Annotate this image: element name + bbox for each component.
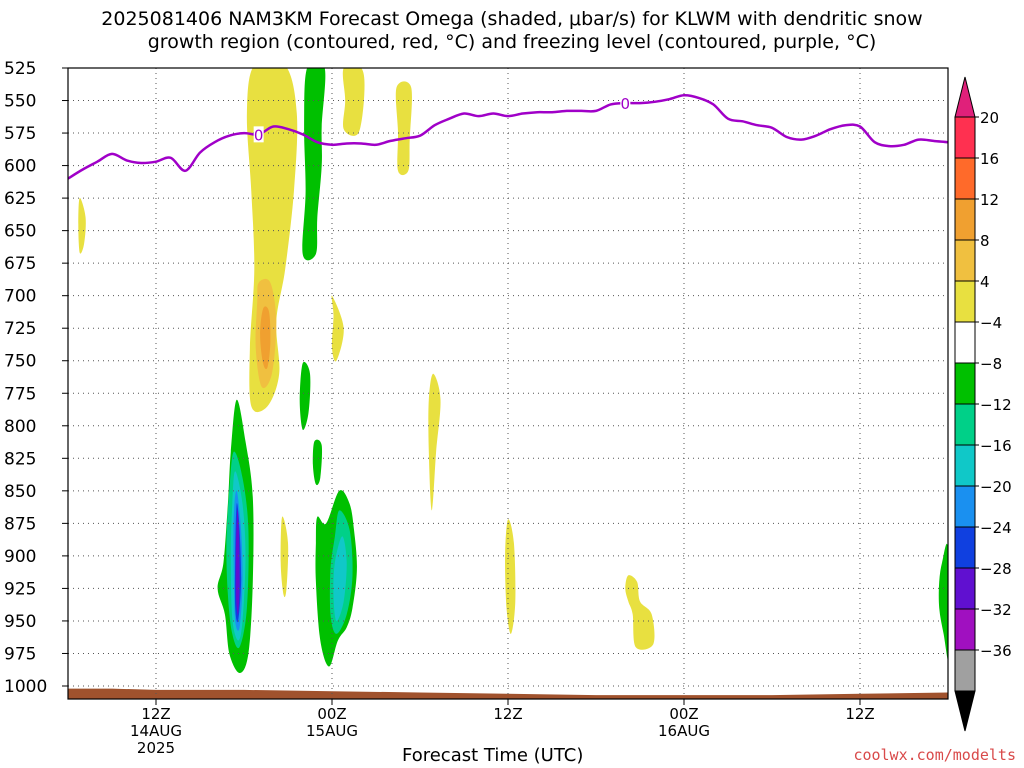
colorbar-label-7: −12 bbox=[980, 396, 1012, 414]
y-tick-label-525: 525 bbox=[4, 59, 36, 79]
plot-inner: 00 bbox=[68, 68, 948, 699]
x-axis-label: Forecast Time (UTC) bbox=[402, 745, 584, 766]
colorbar-segment-6 bbox=[954, 362, 976, 405]
omega-region-20 bbox=[333, 536, 347, 621]
y-tick-label-600: 600 bbox=[4, 157, 36, 177]
omega-region-2 bbox=[260, 306, 271, 370]
y-tick-label-700: 700 bbox=[4, 287, 36, 307]
y-tick-label-875: 875 bbox=[4, 514, 36, 534]
colorbar-label-6: −8 bbox=[980, 355, 1002, 373]
omega-region-6 bbox=[302, 68, 326, 261]
omega-region-4 bbox=[395, 81, 412, 176]
x-tick-label-6-1: 14AUG bbox=[130, 722, 182, 740]
y-tick-label-950: 950 bbox=[4, 612, 36, 632]
colorbar-bottom-arrow bbox=[954, 690, 976, 732]
x-tick-label-18-1: 15AUG bbox=[306, 722, 358, 740]
colorbar-legend: 20 16 12 8 4 −4 −8 −12 −16 −20 −24 −28 −32 −36 bbox=[954, 76, 1012, 732]
x-tick-label-54-0: 12Z bbox=[845, 705, 874, 723]
colorbar-segment-7 bbox=[954, 403, 976, 446]
x-tick-label-42-0: 00Z bbox=[669, 705, 698, 723]
x-tick-label-30-0: 12Z bbox=[493, 705, 522, 723]
colorbar-label-0: 20 bbox=[980, 109, 999, 127]
freezing-label-bg-0 bbox=[253, 126, 264, 143]
omega-region-7 bbox=[331, 295, 344, 362]
y-tick-label-800: 800 bbox=[4, 417, 36, 437]
colorbar-segment-1 bbox=[954, 157, 976, 200]
colorbar-segment-11 bbox=[954, 567, 976, 610]
x-tick-label-6-2: 2025 bbox=[137, 739, 175, 757]
source-watermark[interactable]: coolwx.com/modelts bbox=[853, 746, 1016, 764]
omega-region-9 bbox=[299, 361, 311, 431]
freezing-label-bg-1 bbox=[620, 95, 631, 112]
colorbar-segment-13 bbox=[954, 649, 976, 692]
colorbar-segment-8 bbox=[954, 444, 976, 487]
colorbar-label-12: −32 bbox=[980, 601, 1012, 619]
x-tick-label-42-1: 16AUG bbox=[658, 722, 710, 740]
y-tick-label-575: 575 bbox=[4, 124, 36, 144]
y-tick-label-650: 650 bbox=[4, 222, 36, 242]
chart-title-line-1: 2025081406 NAM3KM Forecast Omega (shaded… bbox=[101, 8, 923, 30]
colorbar-label-1: 16 bbox=[980, 150, 999, 168]
y-tick-label-925: 925 bbox=[4, 579, 36, 599]
omega-region-5 bbox=[78, 198, 86, 254]
y-tick-label-725: 725 bbox=[4, 319, 36, 339]
colorbar-segment-0 bbox=[954, 116, 976, 159]
colorbar-label-11: −28 bbox=[980, 560, 1012, 578]
plot-area: 00 bbox=[68, 68, 948, 699]
y-tick-label-625: 625 bbox=[4, 189, 36, 209]
x-tick-label-18-0: 00Z bbox=[317, 705, 346, 723]
omega-region-23 bbox=[938, 543, 948, 662]
freezing-level-line bbox=[68, 94, 948, 180]
freezing-level-label-0: 0 bbox=[254, 126, 264, 144]
colorbar-segment-12 bbox=[954, 608, 976, 651]
omega-region-8 bbox=[428, 373, 441, 511]
y-tick-label-1000: 1000 bbox=[4, 677, 47, 697]
colorbar-label-2: 12 bbox=[980, 191, 999, 209]
colorbar-segment-2 bbox=[954, 198, 976, 241]
colorbar-segment-5 bbox=[954, 321, 976, 364]
omega-region-17 bbox=[280, 516, 289, 598]
omega-region-21 bbox=[505, 519, 516, 634]
colorbar-label-3: 8 bbox=[980, 232, 990, 250]
chart-title-line-2: growth region (contoured, red, °C) and f… bbox=[147, 31, 877, 53]
colorbar-label-5: −4 bbox=[980, 314, 1002, 332]
colorbar-segment-3 bbox=[954, 239, 976, 282]
colorbar-top-arrow bbox=[954, 76, 976, 118]
y-tick-label-675: 675 bbox=[4, 254, 36, 274]
colorbar-label-8: −16 bbox=[980, 437, 1012, 455]
y-tick-label-750: 750 bbox=[4, 352, 36, 372]
x-tick-label-6-0: 12Z bbox=[141, 705, 170, 723]
y-tick-label-975: 975 bbox=[4, 644, 36, 664]
colorbar-label-9: −20 bbox=[980, 478, 1012, 496]
colorbar-label-13: −36 bbox=[980, 642, 1012, 660]
colorbar-segment-4 bbox=[954, 280, 976, 323]
omega-region-10 bbox=[312, 439, 323, 486]
y-tick-label-900: 900 bbox=[4, 547, 36, 567]
y-tick-label-850: 850 bbox=[4, 482, 36, 502]
omega-region-3 bbox=[342, 68, 365, 136]
y-tick-label-825: 825 bbox=[4, 449, 36, 469]
colorbar-label-4: 4 bbox=[980, 273, 990, 291]
axes: 525 550 575 600 625 650 675 700 725 750 775 800 825 8… bbox=[4, 59, 949, 757]
colorbar-label-10: −24 bbox=[980, 519, 1012, 537]
freezing-level-label-1: 0 bbox=[621, 95, 631, 113]
y-tick-label-775: 775 bbox=[4, 384, 36, 404]
colorbar-segment-9 bbox=[954, 485, 976, 528]
omega-region-22 bbox=[625, 575, 655, 650]
y-tick-label-550: 550 bbox=[4, 92, 36, 112]
colorbar-segment-10 bbox=[954, 526, 976, 569]
